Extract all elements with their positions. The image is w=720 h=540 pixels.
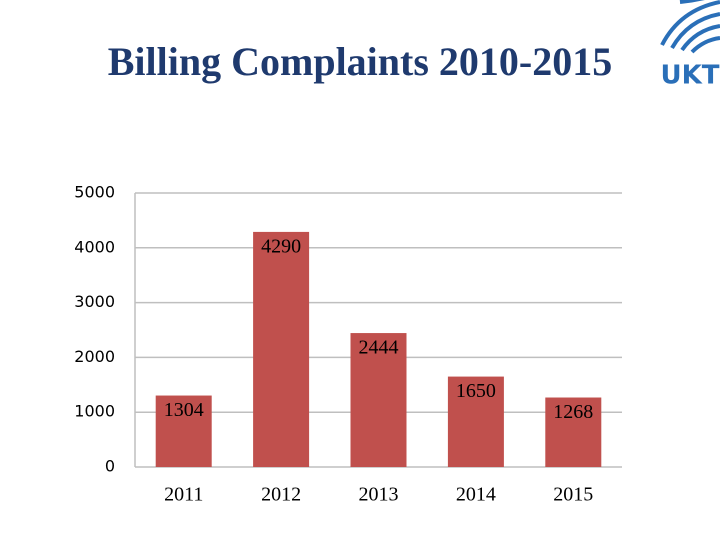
x-tick-label: 2014 [456, 484, 496, 506]
logo-arc [670, 12, 720, 50]
logo-arc [660, 0, 720, 46]
logo-arc [679, 0, 705, 4]
y-tick-label: 4000 [74, 237, 115, 256]
logo-arc [680, 24, 720, 52]
y-tick-label: 5000 [74, 183, 115, 202]
data-label: 4290 [261, 236, 301, 258]
logo-text: UKT [661, 61, 720, 91]
data-label: 1304 [164, 399, 204, 421]
logo [660, 0, 720, 54]
data-label: 1650 [456, 380, 496, 402]
bar [447, 376, 504, 467]
x-tick-label: 2011 [164, 484, 203, 506]
bar [253, 231, 310, 467]
chart-title: Billing Complaints 2010-2015 [108, 39, 613, 84]
y-tick-label: 1000 [74, 402, 115, 421]
x-tick-label: 2015 [553, 484, 593, 506]
data-label: 1268 [553, 401, 593, 423]
x-tick-label: 2012 [261, 484, 301, 506]
bar [350, 333, 407, 467]
y-tick-label: 0 [105, 457, 115, 476]
bar [545, 397, 602, 467]
data-label: 2444 [359, 337, 399, 359]
logo-arc [690, 36, 720, 54]
bar [155, 395, 212, 467]
x-tick-label: 2013 [359, 484, 399, 506]
y-tick-label: 2000 [74, 347, 115, 366]
y-tick-label: 3000 [74, 292, 115, 311]
